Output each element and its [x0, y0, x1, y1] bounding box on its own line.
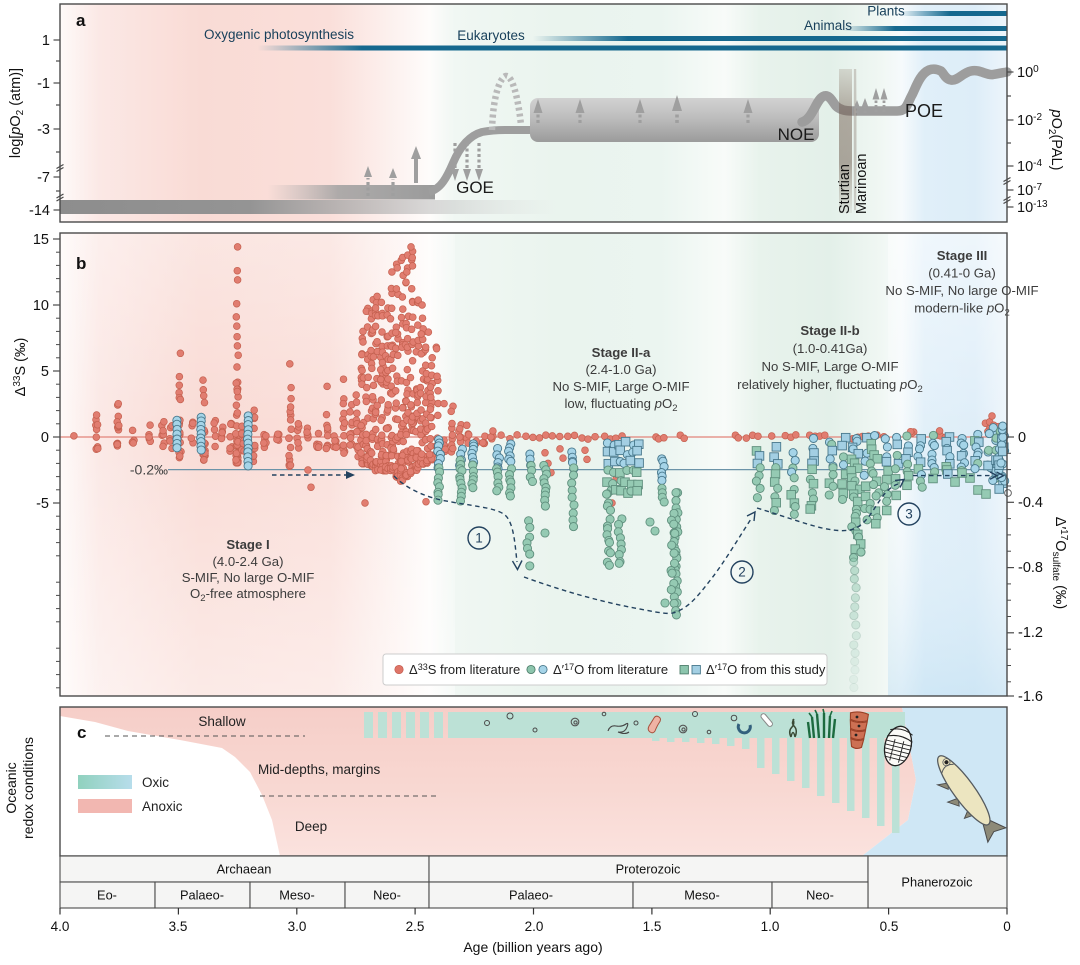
svg-text:15: 15 — [33, 232, 49, 248]
svg-text:Δ33S (‰): Δ33S (‰) — [12, 338, 29, 397]
svg-text:Δ′17O from this study: Δ′17O from this study — [706, 662, 826, 677]
svg-text:-1.6: -1.6 — [1018, 689, 1043, 705]
svg-text:Proterozoic: Proterozoic — [616, 862, 681, 877]
svg-text:-3: -3 — [37, 122, 50, 138]
svg-text:Eo-: Eo- — [97, 888, 117, 903]
svg-text:Plants: Plants — [867, 4, 905, 19]
svg-text:Oxic: Oxic — [142, 775, 169, 790]
svg-text:-5: -5 — [36, 496, 49, 512]
svg-text:Δ′17Osulfate (‰): Δ′17Osulfate (‰) — [1050, 517, 1069, 609]
svg-text:2.5: 2.5 — [406, 919, 425, 934]
svg-text:Mid-depths, margins: Mid-depths, margins — [258, 762, 381, 777]
svg-text:Palaeo-: Palaeo- — [180, 888, 224, 903]
svg-text:3: 3 — [905, 507, 913, 522]
svg-text:Stage II-a: Stage II-a — [592, 345, 651, 360]
svg-text:Meso-: Meso- — [684, 888, 720, 903]
svg-text:No S-MIF, Large O-MIF: No S-MIF, Large O-MIF — [552, 379, 689, 394]
svg-text:Neo-: Neo- — [806, 888, 834, 903]
svg-text:GOE: GOE — [456, 178, 494, 197]
svg-text:4.0: 4.0 — [51, 919, 70, 934]
svg-text:Stage I: Stage I — [226, 537, 269, 552]
svg-text:c: c — [77, 723, 86, 742]
svg-text:1.0: 1.0 — [761, 919, 780, 934]
svg-text:O2-free atmosphere: O2-free atmosphere — [190, 586, 306, 604]
svg-text:-7: -7 — [37, 170, 50, 186]
svg-text:Phanerozoic: Phanerozoic — [901, 875, 973, 890]
svg-text:No S-MIF, Large O-MIF: No S-MIF, Large O-MIF — [761, 359, 898, 374]
svg-text:2.0: 2.0 — [525, 919, 544, 934]
svg-text:1: 1 — [42, 33, 50, 49]
svg-text:Meso-: Meso- — [279, 888, 315, 903]
svg-text:0.5: 0.5 — [880, 919, 899, 934]
svg-text:1.5: 1.5 — [643, 919, 662, 934]
svg-text:(1.0-0.41Ga): (1.0-0.41Ga) — [793, 341, 868, 356]
svg-text:Archaean: Archaean — [217, 862, 272, 877]
svg-text:Stage II-b: Stage II-b — [800, 323, 859, 338]
svg-text:(0.41-0 Ga): (0.41-0 Ga) — [928, 266, 995, 281]
svg-text:0: 0 — [41, 430, 49, 446]
svg-text:-14: -14 — [29, 203, 50, 219]
svg-text:log[pO2 (atm)]: log[pO2 (atm)] — [8, 68, 26, 158]
svg-text:Sturtian: Sturtian — [837, 164, 853, 214]
svg-text:pO2(PAL): pO2(PAL) — [1046, 109, 1064, 171]
svg-text:-1.2: -1.2 — [1018, 625, 1043, 641]
svg-text:Eukaryotes: Eukaryotes — [457, 28, 525, 43]
svg-text:relatively higher, fluctuating: relatively higher, fluctuating pO2 — [737, 377, 923, 395]
svg-text:Neo-: Neo- — [373, 888, 401, 903]
svg-text:(4.0-2.4 Ga): (4.0-2.4 Ga) — [212, 554, 283, 569]
svg-text:Deep: Deep — [295, 819, 327, 834]
svg-text:POE: POE — [905, 101, 943, 121]
svg-text:2: 2 — [738, 565, 746, 580]
svg-text:low, fluctuating pO2: low, fluctuating pO2 — [564, 396, 677, 414]
svg-text:Palaeo-: Palaeo- — [509, 888, 553, 903]
svg-text:Marinoan: Marinoan — [854, 154, 870, 214]
svg-text:Stage III: Stage III — [937, 248, 988, 263]
svg-text:Age (billion years ago): Age (billion years ago) — [463, 939, 602, 955]
svg-text:0: 0 — [1018, 430, 1026, 446]
svg-text:Δ33S from literature: Δ33S from literature — [409, 662, 520, 677]
svg-text:(2.4-1.0 Ga): (2.4-1.0 Ga) — [585, 362, 656, 377]
svg-text:S-MIF, No large O-MIF: S-MIF, No large O-MIF — [182, 570, 315, 585]
svg-text:3.5: 3.5 — [169, 919, 188, 934]
svg-text:1: 1 — [475, 531, 483, 546]
svg-text:0: 0 — [1003, 919, 1011, 934]
svg-text:NOE: NOE — [778, 125, 815, 144]
svg-text:b: b — [76, 254, 86, 273]
svg-text:redox conditions: redox conditions — [20, 737, 36, 839]
svg-text:-0.2‰: -0.2‰ — [130, 462, 168, 478]
svg-text:-0.8: -0.8 — [1018, 560, 1043, 576]
svg-text:Animals: Animals — [804, 18, 852, 33]
svg-text:Anoxic: Anoxic — [142, 799, 183, 814]
svg-text:Shallow: Shallow — [198, 714, 246, 729]
svg-text:-0.4: -0.4 — [1018, 495, 1043, 511]
svg-text:Δ′17O from literature: Δ′17O from literature — [553, 662, 668, 677]
svg-text:10: 10 — [33, 298, 49, 314]
svg-text:a: a — [76, 11, 86, 30]
svg-text:3.0: 3.0 — [288, 919, 307, 934]
svg-text:-1: -1 — [37, 76, 50, 92]
svg-text:No S-MIF, No large O-MIF: No S-MIF, No large O-MIF — [885, 283, 1038, 298]
svg-text:Oxygenic photosynthesis: Oxygenic photosynthesis — [204, 27, 354, 42]
svg-text:Oceanic: Oceanic — [3, 762, 19, 813]
svg-text:5: 5 — [41, 364, 49, 380]
